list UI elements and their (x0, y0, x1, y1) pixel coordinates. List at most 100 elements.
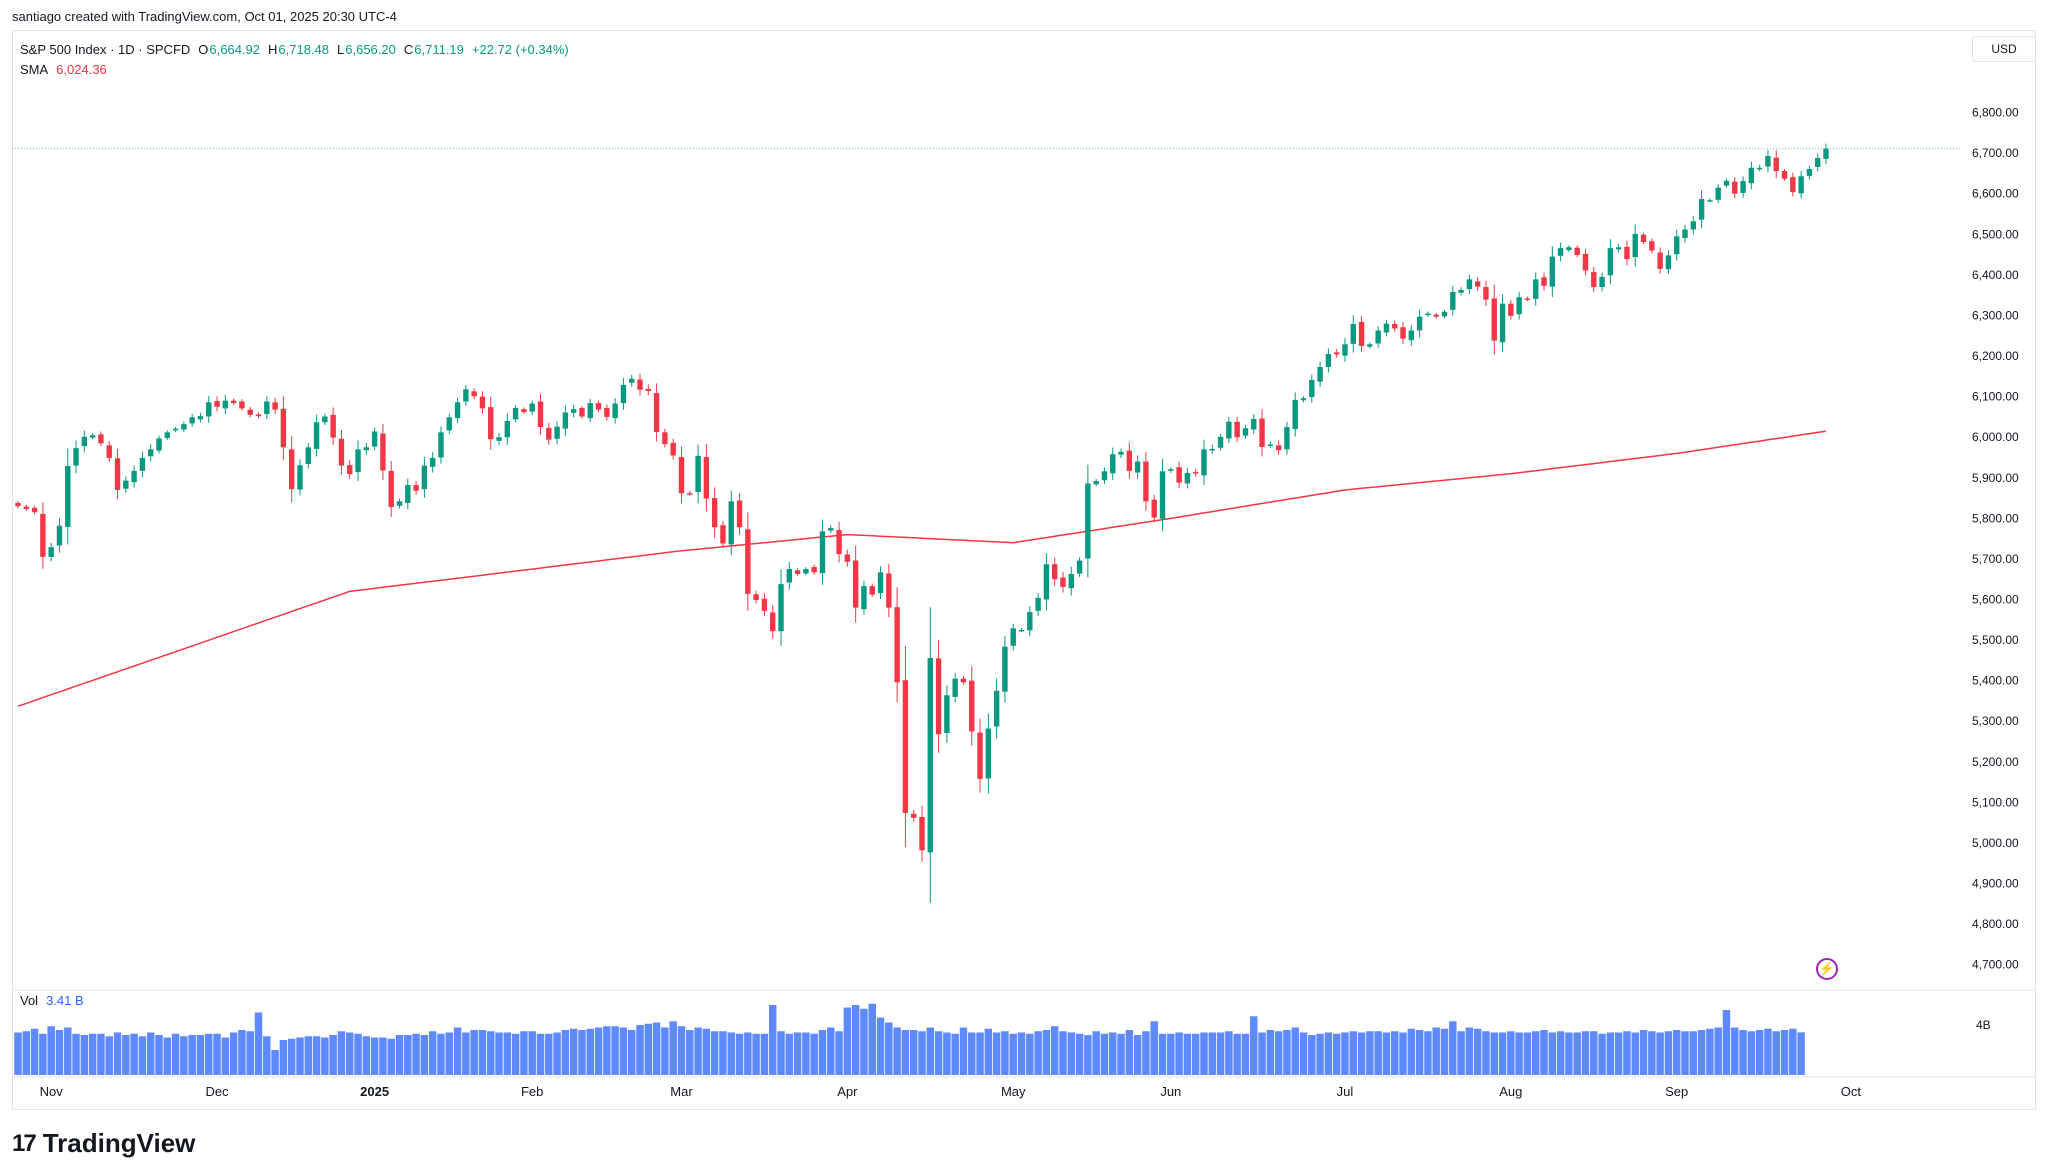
high-number: 6,718.48 (278, 42, 330, 57)
candle-body (206, 402, 212, 417)
volume-bar (1059, 1031, 1067, 1075)
candle-body (247, 409, 253, 415)
volume-bar (694, 1027, 702, 1075)
candle-body (114, 458, 121, 490)
candle-body (761, 598, 768, 611)
candle-body (181, 424, 187, 430)
volume-bar (1341, 1032, 1349, 1075)
volume-bar (976, 1032, 984, 1075)
volume-bar (1158, 1033, 1167, 1075)
volume-value: 3.41 B (46, 993, 84, 1008)
candle-body (1292, 399, 1298, 430)
candle-body (1400, 327, 1406, 339)
volume-bar (1449, 1021, 1457, 1075)
volume-bar (1531, 1031, 1540, 1075)
candle-body (1765, 155, 1771, 167)
candle-body (935, 658, 942, 735)
volume-bar (122, 1035, 130, 1075)
volume-bar (1465, 1027, 1474, 1075)
volume-bar (1075, 1033, 1084, 1075)
time-tick-label: Jun (1160, 1084, 1181, 1099)
volume-bar (1233, 1033, 1241, 1075)
candle-body (123, 480, 129, 489)
volume-bar (1167, 1033, 1175, 1075)
candle-body (222, 400, 229, 409)
candle-body (1176, 467, 1182, 483)
candle-body (1076, 560, 1083, 574)
time-tick-label: Sep (1665, 1084, 1688, 1099)
candle-body (371, 431, 378, 447)
close-number: 6,711.19 (414, 42, 464, 57)
candle-body (156, 438, 162, 451)
price-tick-label: 6,200.00 (1972, 349, 2019, 363)
candle-body (230, 400, 237, 404)
time-tick-label: Mar (670, 1084, 693, 1099)
time-tick-label: Nov (40, 1084, 64, 1099)
candle-body (446, 417, 452, 431)
candle-body (1425, 313, 1431, 316)
volume-bar (346, 1032, 354, 1075)
volume-bar (901, 1030, 910, 1075)
candle-body (1143, 461, 1149, 502)
tradingview-logo-text: TradingView (42, 1128, 196, 1158)
candle-body (139, 457, 146, 471)
volume-bar (1283, 1030, 1291, 1075)
candle-body (1267, 444, 1274, 447)
price-tick-label: 6,400.00 (1972, 268, 2019, 282)
candle-body (1018, 629, 1025, 632)
volume-bar (362, 1036, 371, 1075)
price-tick-label: 5,100.00 (1972, 795, 2019, 809)
volume-bar (437, 1033, 445, 1075)
volume-bar (138, 1036, 147, 1075)
candle-body (1309, 379, 1315, 398)
volume-bar (1714, 1027, 1722, 1075)
candle-body (1192, 472, 1199, 474)
volume-bar (868, 1003, 876, 1075)
volume-bar (1772, 1031, 1780, 1075)
candle-body (811, 567, 817, 573)
volume-bar (1026, 1033, 1034, 1075)
volume-bar (1648, 1031, 1656, 1075)
volume-label[interactable]: Vol (20, 993, 39, 1008)
volume-bar (478, 1030, 487, 1075)
volume-bar (1631, 1032, 1639, 1075)
candle-body (380, 433, 386, 471)
volume-bar (835, 1031, 843, 1075)
candle-body (48, 547, 54, 557)
currency-button[interactable]: USD (1972, 36, 2036, 62)
volume-bar (238, 1030, 246, 1075)
volume-bar (379, 1037, 387, 1075)
sma-label[interactable]: SMA (20, 62, 49, 77)
candle-body (1242, 428, 1249, 436)
volume-bar (279, 1040, 288, 1075)
volume-bar (271, 1050, 279, 1075)
lightning-icon[interactable]: ⚡ (1816, 958, 1838, 980)
volume-bar (1324, 1032, 1333, 1075)
candle-body (1259, 418, 1265, 447)
candle-body (1474, 281, 1481, 287)
volume-bar (1614, 1032, 1623, 1075)
candle-body (1657, 252, 1663, 269)
volume-bar (130, 1033, 138, 1075)
chart-frame (12, 30, 2036, 1110)
candle-body (521, 409, 527, 413)
volume-bar (752, 1033, 760, 1075)
volume-bar (1590, 1031, 1598, 1075)
volume-bar (545, 1033, 553, 1075)
volume-bar (329, 1035, 337, 1075)
volume-bar (1316, 1033, 1324, 1075)
candle-body (1060, 577, 1066, 587)
symbol-label[interactable]: S&P 500 Index · 1D · SPCFD (20, 42, 191, 57)
candle-body (1823, 148, 1829, 159)
volume-bar (105, 1036, 113, 1075)
candle-body (488, 407, 494, 440)
volume-bar (188, 1035, 196, 1075)
candle-body (587, 403, 593, 419)
volume-bar (1009, 1033, 1017, 1075)
candle-body (1508, 303, 1514, 316)
volume-bar (1598, 1033, 1606, 1075)
volume-bar (445, 1032, 453, 1075)
price-tick-label: 5,000.00 (1972, 836, 2019, 850)
candle-body (1209, 448, 1215, 451)
